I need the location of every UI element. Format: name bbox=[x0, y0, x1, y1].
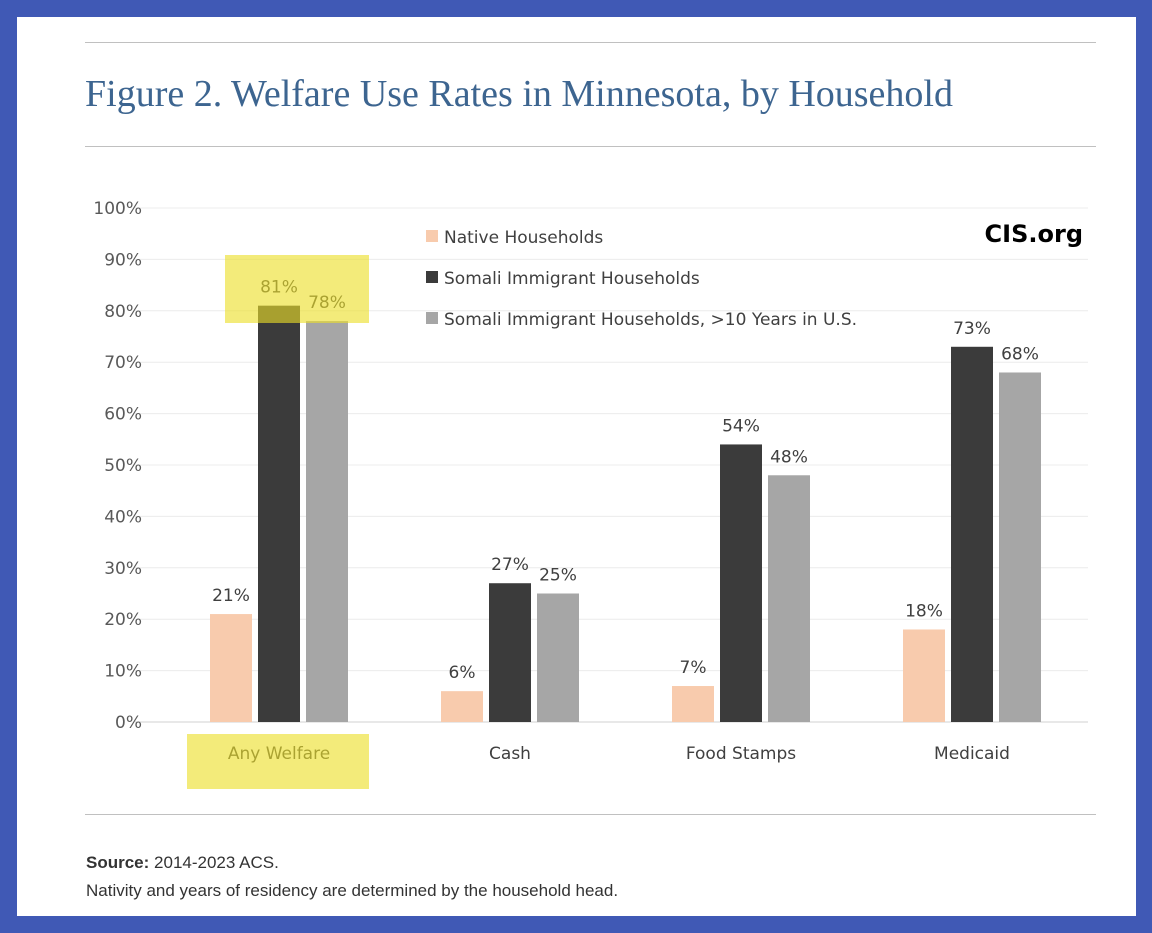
source-text: 2014-2023 ACS. bbox=[154, 853, 279, 872]
bar-medicaid-series-2 bbox=[999, 372, 1041, 722]
data-label: 25% bbox=[539, 566, 577, 586]
data-label: 6% bbox=[449, 663, 476, 683]
figure-title: Figure 2. Welfare Use Rates in Minnesota… bbox=[85, 73, 953, 115]
y-tick-label: 90% bbox=[104, 250, 142, 270]
legend-swatch bbox=[426, 312, 438, 324]
bar-cash-series-2 bbox=[537, 593, 579, 722]
data-label: 27% bbox=[491, 555, 529, 575]
data-label: 73% bbox=[953, 319, 991, 339]
x-tick-label: Medicaid bbox=[934, 744, 1010, 764]
bottom-rule bbox=[85, 814, 1096, 815]
highlight-box-category bbox=[187, 734, 369, 789]
x-tick-label: Food Stamps bbox=[686, 744, 796, 764]
data-label: 68% bbox=[1001, 344, 1039, 364]
y-tick-label: 40% bbox=[104, 507, 142, 527]
bar-any-welfare-series-0 bbox=[210, 614, 252, 722]
bar-cash-series-1 bbox=[489, 583, 531, 722]
y-tick-label: 100% bbox=[93, 199, 142, 219]
data-label: 18% bbox=[905, 601, 943, 621]
data-label: 48% bbox=[770, 447, 808, 467]
x-tick-label: Cash bbox=[489, 744, 531, 764]
bar-medicaid-series-1 bbox=[951, 346, 993, 722]
y-tick-label: 20% bbox=[104, 610, 142, 630]
source-label: Source: bbox=[86, 853, 150, 872]
legend-swatch bbox=[426, 271, 438, 283]
y-tick-label: 50% bbox=[104, 456, 142, 476]
top-rule bbox=[85, 42, 1096, 43]
bar-any-welfare-series-1 bbox=[258, 305, 300, 722]
data-label: 54% bbox=[722, 416, 760, 436]
y-tick-label: 60% bbox=[104, 405, 142, 425]
cis-logo-text: CIS.org bbox=[985, 220, 1083, 248]
y-tick-label: 0% bbox=[115, 713, 142, 733]
bar-any-welfare-series-2 bbox=[306, 321, 348, 722]
y-tick-label: 80% bbox=[104, 302, 142, 322]
bar-food-stamps-series-0 bbox=[672, 686, 714, 722]
data-label: 7% bbox=[680, 658, 707, 678]
bar-medicaid-series-0 bbox=[903, 629, 945, 722]
highlight-box-values bbox=[225, 255, 369, 323]
y-tick-label: 30% bbox=[104, 559, 142, 579]
legend-swatch bbox=[426, 230, 438, 242]
y-tick-label: 70% bbox=[104, 353, 142, 373]
legend-label: Somali Immigrant Households, >10 Years i… bbox=[444, 310, 857, 330]
bar-food-stamps-series-1 bbox=[720, 444, 762, 722]
legend-label: Native Households bbox=[444, 228, 603, 248]
data-label: 21% bbox=[212, 586, 250, 606]
y-tick-label: 10% bbox=[104, 662, 142, 682]
title-rule bbox=[85, 146, 1096, 147]
bar-cash-series-0 bbox=[441, 691, 483, 722]
nativity-note: Nativity and years of residency are dete… bbox=[86, 881, 619, 900]
source-note: Source: 2014-2023 ACS. Nativity and year… bbox=[86, 849, 618, 905]
legend-label: Somali Immigrant Households bbox=[444, 269, 700, 289]
bar-food-stamps-series-2 bbox=[768, 475, 810, 722]
